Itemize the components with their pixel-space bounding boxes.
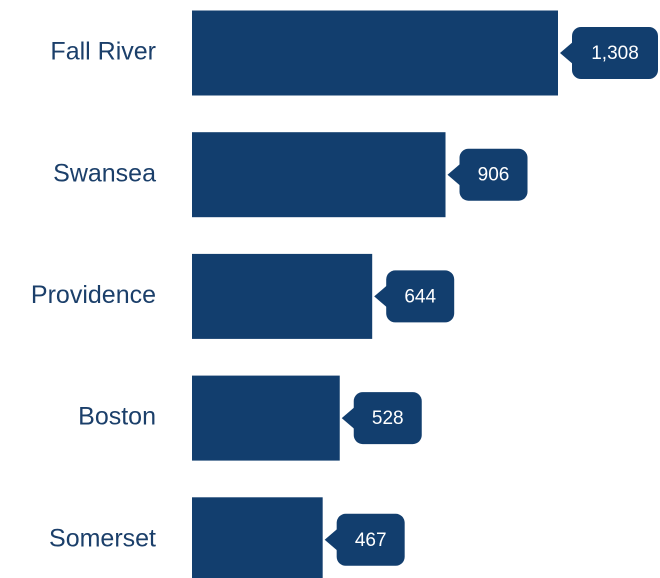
category-label: Boston [78,403,156,431]
callout-pointer [560,41,574,65]
value-label: 1,308 [591,43,639,64]
callout-pointer [374,284,389,309]
callout-pointer [447,162,462,187]
category-label: Providence [31,281,156,309]
bar [192,132,446,218]
callout-box [336,513,405,566]
bar [192,497,323,578]
value-label: 906 [478,165,510,186]
bar [192,10,558,96]
callout-box [572,27,658,79]
value-label: 528 [372,408,404,429]
bar [192,253,373,339]
category-label: Somerset [49,524,156,552]
callout-box [386,270,455,323]
category-label: Swansea [53,159,156,187]
callout-box [459,148,528,201]
category-label: Fall River [50,38,156,66]
value-label: 644 [404,286,436,307]
bar [192,375,340,461]
callout-pointer [341,406,356,431]
callout-pointer [324,527,339,552]
callout-box [353,392,422,445]
value-label: 467 [355,530,387,551]
